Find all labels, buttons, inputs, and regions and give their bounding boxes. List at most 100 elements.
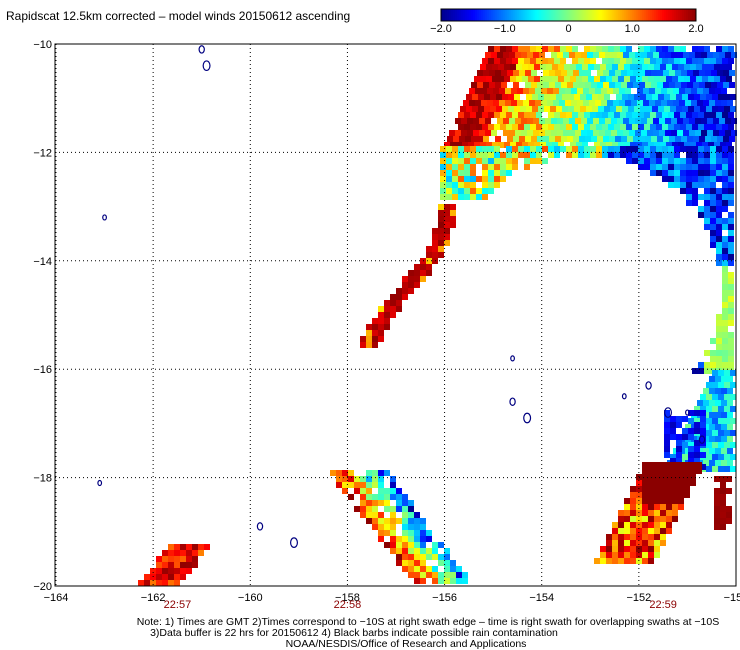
wind-cell xyxy=(726,518,732,524)
wind-cell xyxy=(716,362,722,368)
wind-cell xyxy=(513,136,519,142)
wind-cell xyxy=(710,200,716,206)
colorbar-segment xyxy=(470,9,474,21)
wind-cell xyxy=(676,416,682,422)
wind-cell xyxy=(724,94,730,100)
wind-cell xyxy=(726,476,732,482)
wind-cell xyxy=(688,418,694,424)
wind-cell xyxy=(629,118,635,124)
wind-cell xyxy=(458,152,464,158)
wind-cell xyxy=(683,118,689,124)
wind-cell xyxy=(693,82,699,88)
wind-cell xyxy=(718,382,724,388)
wind-cell xyxy=(652,94,658,100)
wind-cell xyxy=(728,164,734,170)
wind-cell xyxy=(653,130,659,136)
wind-cell xyxy=(648,522,654,528)
wind-cell xyxy=(432,566,438,572)
wind-cell xyxy=(628,106,634,112)
wind-cell xyxy=(536,146,542,152)
wind-cell xyxy=(711,82,717,88)
wind-cell xyxy=(390,476,396,482)
wind-cell xyxy=(390,494,396,500)
wind-cell xyxy=(162,556,168,562)
wind-cell xyxy=(714,518,720,524)
wind-cell xyxy=(378,500,384,506)
swath-time-label: 22:57 xyxy=(164,599,192,611)
wind-cell xyxy=(539,52,545,58)
wind-cell xyxy=(686,158,692,164)
wind-cell xyxy=(718,406,724,412)
wind-cell xyxy=(444,578,450,584)
wind-cell xyxy=(642,76,648,82)
wind-cell xyxy=(710,236,716,242)
wind-cell xyxy=(722,284,728,290)
wind-cell xyxy=(710,230,716,236)
wind-cell xyxy=(619,100,625,106)
wind-cell xyxy=(712,430,718,436)
wind-cell xyxy=(532,106,538,112)
wind-cell xyxy=(700,406,706,412)
wind-cell xyxy=(710,176,716,182)
wind-cell xyxy=(396,294,402,300)
wind-cell xyxy=(730,466,736,472)
wind-cell xyxy=(372,500,378,506)
wind-cell xyxy=(384,312,390,318)
wind-cell xyxy=(414,264,420,270)
wind-cell xyxy=(675,82,681,88)
wind-cell xyxy=(648,486,654,492)
wind-cell xyxy=(664,422,670,428)
wind-cell xyxy=(488,112,494,118)
wind-cell xyxy=(704,170,710,176)
colorbar-segment xyxy=(674,9,677,21)
wind-cell xyxy=(563,130,569,136)
colorbar-segment xyxy=(476,9,480,21)
wind-cell xyxy=(408,542,414,548)
wind-cell xyxy=(710,182,716,188)
wind-cell xyxy=(723,82,729,88)
wind-cell xyxy=(650,152,656,158)
wind-cell xyxy=(590,152,596,158)
wind-cell xyxy=(459,136,465,142)
colorbar-segment xyxy=(490,9,494,21)
wind-cell xyxy=(168,544,174,550)
colorbar-segment xyxy=(618,9,621,21)
wind-cell xyxy=(648,474,654,480)
wind-cell xyxy=(512,146,518,152)
wind-cell xyxy=(720,518,726,524)
wind-cell xyxy=(721,88,727,94)
wind-cell xyxy=(687,70,693,76)
wind-cell xyxy=(654,546,660,552)
wind-cell xyxy=(730,430,736,436)
wind-cell xyxy=(550,106,556,112)
wind-cell xyxy=(336,482,342,488)
wind-cell xyxy=(660,498,666,504)
wind-cell xyxy=(625,100,631,106)
wind-cell xyxy=(699,82,705,88)
wind-cell xyxy=(707,130,713,136)
wind-cell xyxy=(489,82,495,88)
colorbar-segment xyxy=(486,9,490,21)
wind-cell xyxy=(705,82,711,88)
wind-cell xyxy=(661,88,667,94)
wind-cell xyxy=(700,394,706,400)
wind-cell xyxy=(511,88,517,94)
wind-cell xyxy=(626,146,632,152)
colorbar-segment xyxy=(678,9,681,21)
wind-cell xyxy=(545,130,551,136)
wind-cell xyxy=(450,222,456,228)
wind-cell xyxy=(552,142,558,148)
wind-cell xyxy=(446,152,452,158)
wind-cell xyxy=(467,118,473,124)
colorbar-segment xyxy=(652,9,655,21)
wind-cell xyxy=(722,158,728,164)
wind-cell xyxy=(642,510,648,516)
wind-cell xyxy=(716,344,722,350)
wind-cell xyxy=(525,82,531,88)
wind-cell xyxy=(724,406,730,412)
wind-cell xyxy=(646,106,652,112)
wind-cell xyxy=(524,164,530,170)
wind-cell xyxy=(528,76,534,82)
wind-cell xyxy=(602,152,608,158)
wind-cell xyxy=(449,130,455,136)
